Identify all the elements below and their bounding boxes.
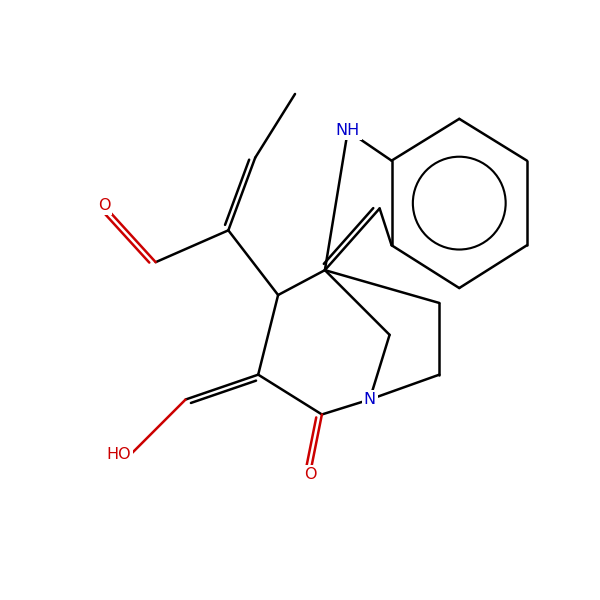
Text: HO: HO [106,447,131,462]
Text: N: N [364,392,376,407]
Text: O: O [98,198,110,213]
Text: O: O [304,467,316,482]
Text: NH: NH [335,123,360,138]
